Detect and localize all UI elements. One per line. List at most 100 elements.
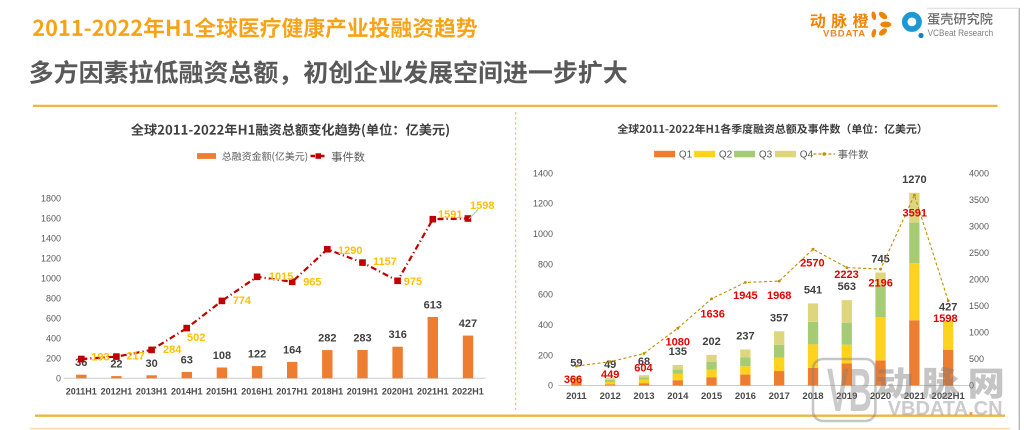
svg-text:2011H1: 2011H1 bbox=[66, 387, 97, 397]
svg-text:2011: 2011 bbox=[566, 391, 587, 402]
svg-text:282: 282 bbox=[318, 333, 336, 345]
svg-text:745: 745 bbox=[871, 253, 889, 265]
svg-text:1968: 1968 bbox=[767, 290, 791, 302]
svg-text:1800: 1800 bbox=[41, 194, 61, 204]
svg-text:1290: 1290 bbox=[338, 245, 362, 257]
svg-text:2013H1: 2013H1 bbox=[136, 387, 168, 397]
svg-text:1200: 1200 bbox=[533, 199, 553, 209]
svg-text:200: 200 bbox=[538, 350, 553, 360]
svg-text:800: 800 bbox=[46, 294, 61, 304]
svg-text:Q3: Q3 bbox=[759, 150, 773, 161]
svg-text:613: 613 bbox=[424, 300, 442, 312]
svg-text:Q2: Q2 bbox=[719, 150, 733, 161]
svg-text:30: 30 bbox=[145, 358, 157, 370]
svg-text:2022H1: 2022H1 bbox=[932, 391, 966, 402]
svg-text:4000: 4000 bbox=[969, 169, 989, 179]
svg-text:2015: 2015 bbox=[701, 391, 723, 402]
svg-text:1000: 1000 bbox=[533, 229, 553, 239]
svg-text:600: 600 bbox=[538, 290, 553, 300]
svg-text:2018H1: 2018H1 bbox=[312, 387, 344, 397]
svg-text:1000: 1000 bbox=[41, 274, 61, 284]
svg-text:135: 135 bbox=[669, 346, 687, 358]
svg-text:3591: 3591 bbox=[903, 208, 927, 220]
svg-text:59: 59 bbox=[570, 358, 582, 370]
svg-text:2500: 2500 bbox=[969, 248, 989, 258]
svg-text:VCBeat Research: VCBeat Research bbox=[928, 28, 994, 38]
svg-text:2014H1: 2014H1 bbox=[171, 387, 203, 397]
svg-text:Q4: Q4 bbox=[800, 150, 814, 161]
svg-text:1200: 1200 bbox=[41, 254, 61, 264]
svg-text:316: 316 bbox=[388, 329, 406, 341]
svg-text:541: 541 bbox=[804, 284, 822, 296]
svg-text:502: 502 bbox=[187, 332, 205, 344]
svg-text:3000: 3000 bbox=[969, 222, 989, 232]
svg-text:63: 63 bbox=[181, 355, 193, 367]
svg-text:2020: 2020 bbox=[870, 391, 891, 402]
svg-text:449: 449 bbox=[601, 369, 619, 381]
svg-text:1636: 1636 bbox=[700, 309, 724, 321]
svg-text:2019: 2019 bbox=[836, 391, 857, 402]
svg-text:2021: 2021 bbox=[904, 391, 926, 402]
svg-text:400: 400 bbox=[538, 320, 553, 330]
svg-text:237: 237 bbox=[736, 331, 754, 343]
svg-text:1400: 1400 bbox=[41, 234, 61, 244]
svg-text:604: 604 bbox=[634, 363, 653, 375]
svg-text:1591: 1591 bbox=[438, 209, 462, 221]
svg-text:22: 22 bbox=[110, 359, 122, 371]
svg-text:427: 427 bbox=[939, 302, 957, 314]
svg-text:600: 600 bbox=[46, 314, 61, 324]
svg-text:1500: 1500 bbox=[969, 301, 989, 311]
svg-text:2015H1: 2015H1 bbox=[206, 387, 238, 397]
svg-text:2016H1: 2016H1 bbox=[241, 387, 273, 397]
svg-text:VBDATA.CN: VBDATA.CN bbox=[888, 398, 1003, 420]
svg-text:108: 108 bbox=[213, 350, 231, 362]
svg-text:1157: 1157 bbox=[373, 256, 397, 268]
svg-text:217: 217 bbox=[126, 351, 144, 363]
svg-text:49: 49 bbox=[604, 359, 616, 371]
svg-text:2013: 2013 bbox=[633, 391, 654, 402]
svg-text:1015: 1015 bbox=[269, 271, 293, 283]
svg-text:2017: 2017 bbox=[769, 391, 790, 402]
svg-text:283: 283 bbox=[353, 333, 371, 345]
svg-text:0: 0 bbox=[969, 381, 974, 391]
svg-text:1598: 1598 bbox=[470, 200, 494, 212]
svg-text:VBDATA: VBDATA bbox=[823, 28, 866, 39]
svg-text:2018: 2018 bbox=[802, 391, 823, 402]
svg-text:0: 0 bbox=[56, 374, 61, 384]
svg-text:2570: 2570 bbox=[800, 258, 824, 270]
svg-text:427: 427 bbox=[459, 318, 477, 330]
svg-text:2012: 2012 bbox=[600, 391, 621, 402]
svg-text:965: 965 bbox=[303, 277, 321, 289]
svg-text:0: 0 bbox=[548, 381, 553, 391]
svg-text:2019H1: 2019H1 bbox=[347, 387, 379, 397]
svg-text:563: 563 bbox=[838, 281, 856, 293]
svg-text:2016: 2016 bbox=[735, 391, 756, 402]
svg-text:800: 800 bbox=[538, 259, 553, 269]
svg-text:2020H1: 2020H1 bbox=[382, 387, 414, 397]
svg-text:1598: 1598 bbox=[933, 313, 957, 325]
svg-text:366: 366 bbox=[564, 374, 582, 386]
svg-text:284: 284 bbox=[163, 344, 182, 356]
svg-text:2012H1: 2012H1 bbox=[101, 387, 133, 397]
svg-text:200: 200 bbox=[46, 354, 61, 364]
svg-text:1600: 1600 bbox=[41, 214, 61, 224]
svg-text:1080: 1080 bbox=[666, 337, 690, 349]
svg-text:2223: 2223 bbox=[834, 269, 858, 281]
svg-text:202: 202 bbox=[702, 336, 720, 348]
svg-text:357: 357 bbox=[770, 312, 788, 324]
svg-text:1000: 1000 bbox=[969, 328, 989, 338]
svg-text:Q1: Q1 bbox=[679, 150, 693, 161]
svg-text:2022H1: 2022H1 bbox=[452, 387, 484, 397]
svg-text:1945: 1945 bbox=[733, 290, 757, 302]
svg-text:122: 122 bbox=[248, 349, 266, 361]
svg-text:2017H1: 2017H1 bbox=[276, 387, 308, 397]
svg-text:3500: 3500 bbox=[969, 195, 989, 205]
svg-text:400: 400 bbox=[46, 334, 61, 344]
svg-text:2021H1: 2021H1 bbox=[417, 387, 449, 397]
svg-text:774: 774 bbox=[233, 295, 252, 307]
svg-text:1270: 1270 bbox=[902, 174, 926, 186]
svg-text:68: 68 bbox=[638, 356, 650, 368]
svg-text:2014: 2014 bbox=[667, 391, 689, 402]
svg-text:975: 975 bbox=[404, 276, 422, 288]
svg-text:1400: 1400 bbox=[533, 168, 553, 178]
